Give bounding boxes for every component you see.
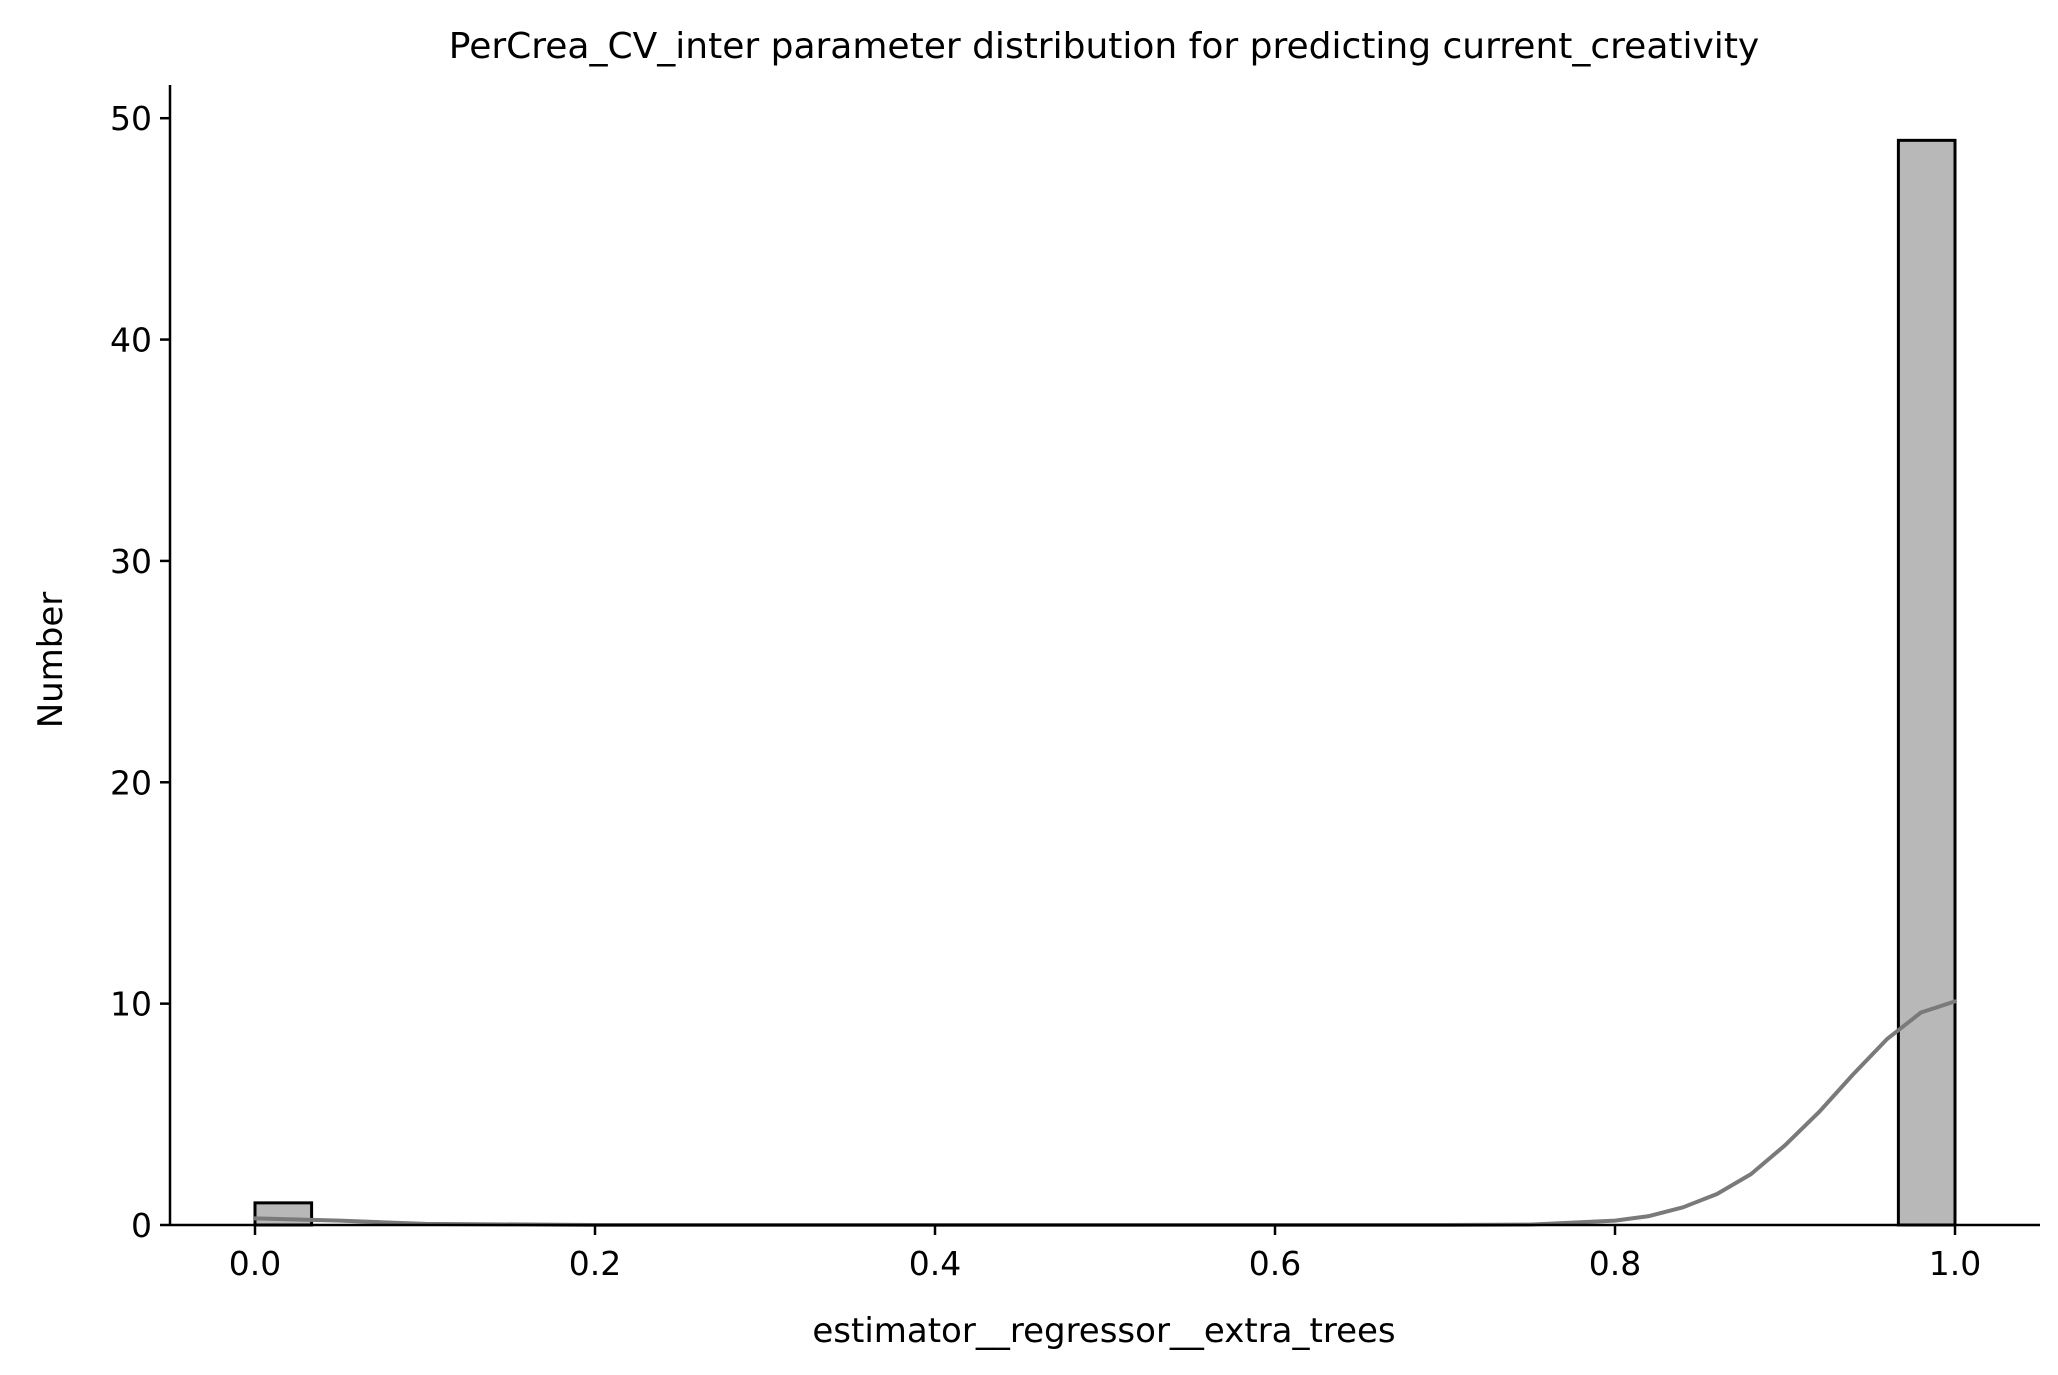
x-axis-title: estimator__regressor__extra_trees [812,1311,1395,1351]
y-tick-label: 10 [110,985,152,1024]
y-tick-label: 30 [110,542,152,581]
kde-curve [253,999,1957,1227]
chart-title: PerCrea_CV_inter parameter distribution … [449,26,1759,67]
y-axis-title: Number [31,592,71,729]
y-tick-label: 0 [131,1206,152,1245]
x-tick-label: 0.2 [569,1244,621,1283]
histogram-bar-1 [1896,138,1957,1227]
x-tick-label: 0.0 [229,1244,281,1283]
axes: 0.0 0.2 0.4 0.6 0.8 1.0 0 10 20 30 40 50 [110,85,2040,1283]
plot-area [253,138,1957,1227]
x-tick-label: 0.4 [909,1244,961,1283]
histogram-bar-0 [253,1201,314,1227]
y-tick-label: 20 [110,763,152,802]
x-tick-label: 1.0 [1929,1244,1981,1283]
y-tick-label: 40 [110,321,152,360]
x-tick-label: 0.6 [1249,1244,1301,1283]
y-tick-label: 50 [110,99,152,138]
x-tick-label: 0.8 [1589,1244,1641,1283]
